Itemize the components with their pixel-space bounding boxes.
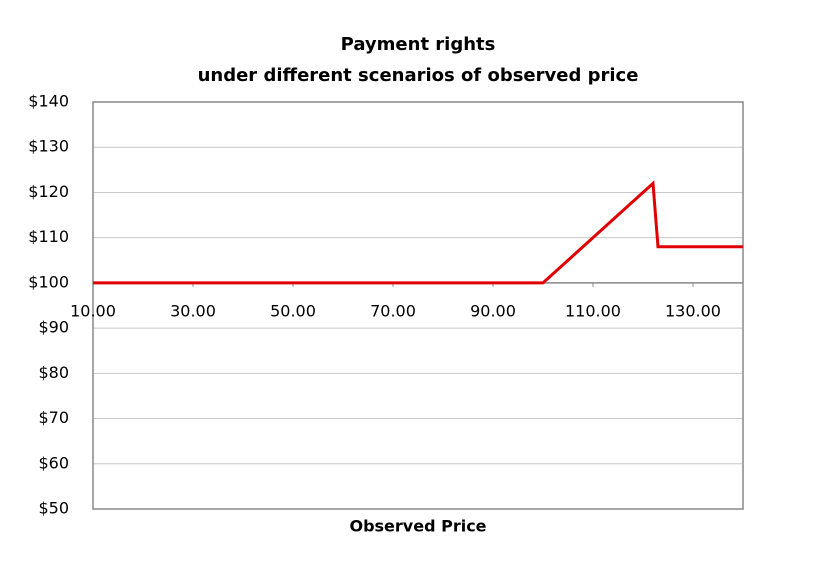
x-axis-title: Observed Price	[349, 517, 486, 536]
x-tick-label: 90.00	[470, 301, 516, 320]
y-tick-label: $60	[38, 453, 69, 472]
y-tick-label: $100	[28, 272, 69, 291]
y-tick-label: $140	[28, 92, 69, 111]
y-tick-label: $120	[28, 182, 69, 201]
y-tick-label: $50	[38, 499, 69, 518]
x-tick-label: 10.00	[70, 301, 116, 320]
y-tick-label: $80	[38, 363, 69, 382]
y-tick-label: $110	[28, 227, 69, 246]
y-tick-label: $70	[38, 408, 69, 427]
x-tick-label: 30.00	[170, 301, 216, 320]
x-tick-label: 50.00	[270, 301, 316, 320]
data-line	[93, 180, 743, 285]
x-tick-label: 110.00	[565, 301, 621, 320]
chart-subtitle: under different scenarios of observed pr…	[198, 65, 639, 86]
x-tick-label: 70.00	[370, 301, 416, 320]
y-tick-label: $130	[28, 137, 69, 156]
y-tick-label: $90	[38, 318, 69, 337]
x-tick-label: 130.00	[665, 301, 721, 320]
plot-border	[92, 101, 744, 510]
chart-title: Payment rights	[341, 34, 496, 55]
